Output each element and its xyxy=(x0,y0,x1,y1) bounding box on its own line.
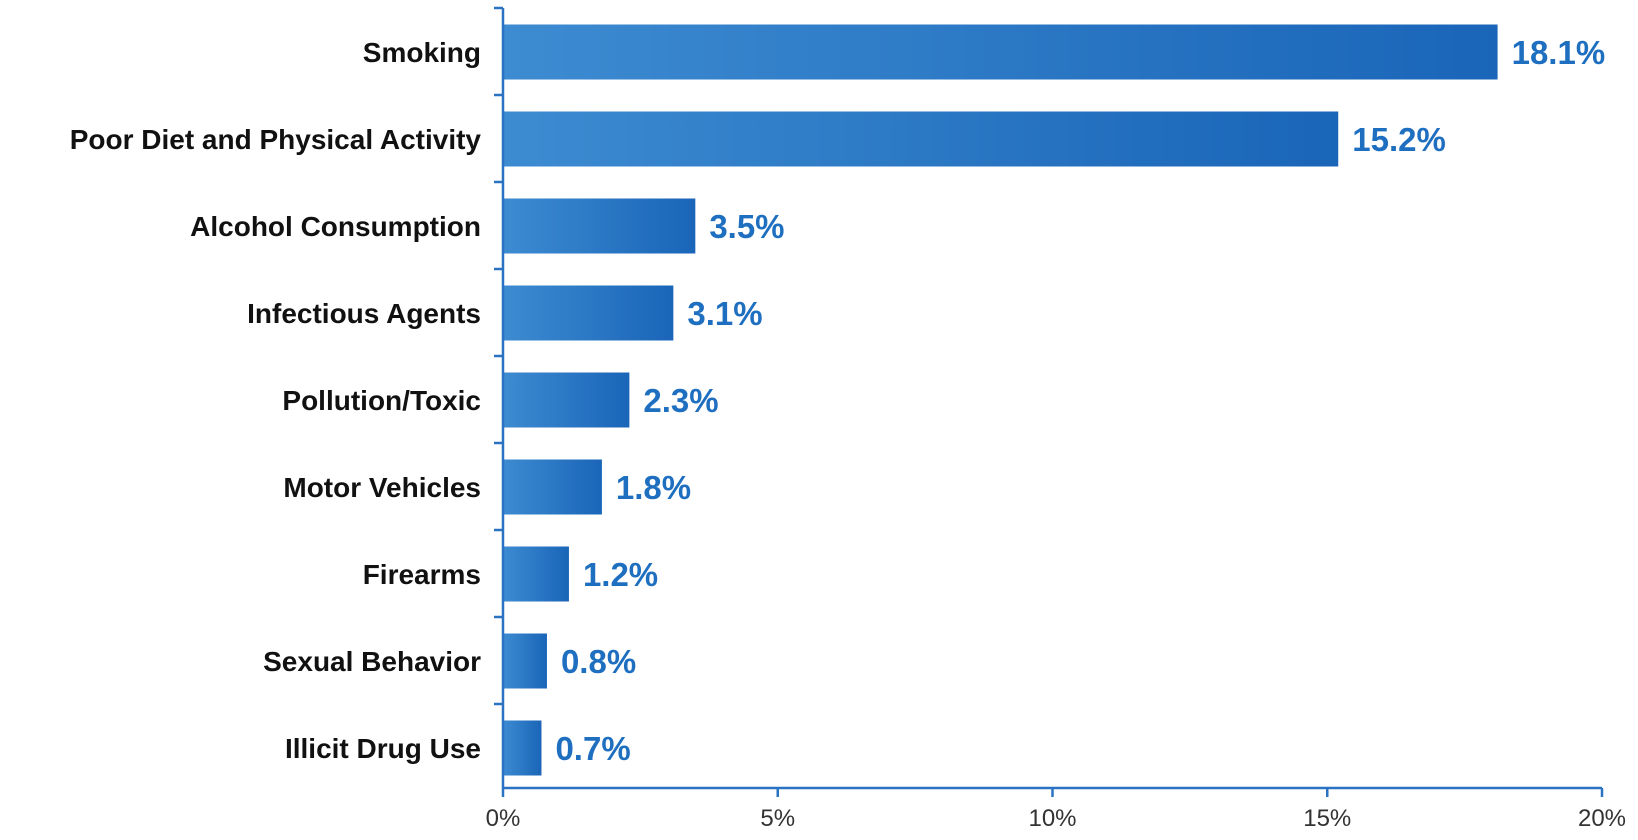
bar-infectious-agents xyxy=(503,285,674,341)
category-label: Smoking xyxy=(363,37,481,68)
value-label: 1.2% xyxy=(583,556,658,593)
bars-layer xyxy=(503,24,1498,776)
bar-sexual-behavior xyxy=(503,633,547,689)
category-label: Infectious Agents xyxy=(247,298,481,329)
axes: 0% 5% 10% 15% 20% xyxy=(486,6,1626,832)
value-label: 2.3% xyxy=(643,382,718,419)
category-label: Alcohol Consumption xyxy=(190,211,481,242)
value-label: 3.5% xyxy=(709,208,784,245)
category-label: Illicit Drug Use xyxy=(285,733,481,764)
value-label: 0.8% xyxy=(561,643,636,680)
bar-illicit-drug-use xyxy=(503,720,542,776)
category-label: Firearms xyxy=(363,559,481,590)
category-label: Motor Vehicles xyxy=(283,472,481,503)
category-label: Pollution/Toxic xyxy=(282,385,481,416)
bar-firearms xyxy=(503,546,569,602)
category-label: Poor Diet and Physical Activity xyxy=(70,124,482,155)
category-label: Sexual Behavior xyxy=(263,646,481,677)
value-label: 3.1% xyxy=(687,295,762,332)
x-tick-label: 5% xyxy=(760,805,795,832)
bar-pollution-toxic xyxy=(503,372,630,428)
value-label: 18.1% xyxy=(1512,34,1606,71)
value-label: 15.2% xyxy=(1352,121,1446,158)
category-labels: Smoking Poor Diet and Physical Activity Al… xyxy=(70,37,482,764)
x-tick-label: 0% xyxy=(486,805,521,832)
value-labels: 18.1% 15.2% 3.5% 3.1% 2.3% 1.8% 1.2% 0.8% 0.7% xyxy=(555,34,1605,767)
x-tick-label: 15% xyxy=(1303,805,1351,832)
bar-motor-vehicles xyxy=(503,459,602,515)
x-tick-label: 10% xyxy=(1028,805,1076,832)
value-label: 0.7% xyxy=(555,730,630,767)
bar-poor-diet-and-physical-activity xyxy=(503,111,1339,167)
bar-alcohol-consumption xyxy=(503,198,696,254)
bar-smoking xyxy=(503,24,1498,80)
value-label: 1.8% xyxy=(616,469,691,506)
x-tick-label: 20% xyxy=(1578,805,1626,832)
